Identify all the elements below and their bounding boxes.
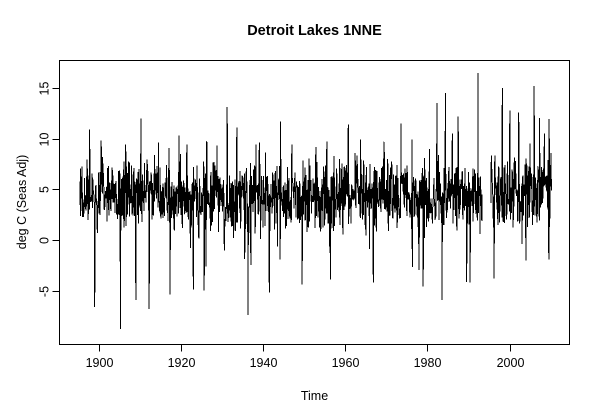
y-tick-label: 15: [38, 82, 52, 96]
x-tick-label: 2000: [497, 356, 525, 370]
series-line: [79, 72, 553, 330]
x-tick-label: 1920: [168, 356, 196, 370]
x-tick-label: 1940: [250, 356, 278, 370]
plot-box: [59, 60, 570, 345]
y-tick-label: 0: [38, 237, 52, 244]
x-tick-label: 1900: [86, 356, 114, 370]
x-tick-label: 1960: [332, 356, 360, 370]
chart-title: Detroit Lakes 1NNE: [247, 23, 382, 39]
x-tick-label: 1980: [414, 356, 442, 370]
x-axis-label: Time: [300, 389, 329, 403]
y-tick-label: 10: [38, 133, 52, 147]
y-tick-label: 5: [38, 186, 52, 193]
y-axis-label: deg C (Seas Adj): [15, 154, 29, 250]
y-tick-label: -5: [38, 286, 52, 297]
